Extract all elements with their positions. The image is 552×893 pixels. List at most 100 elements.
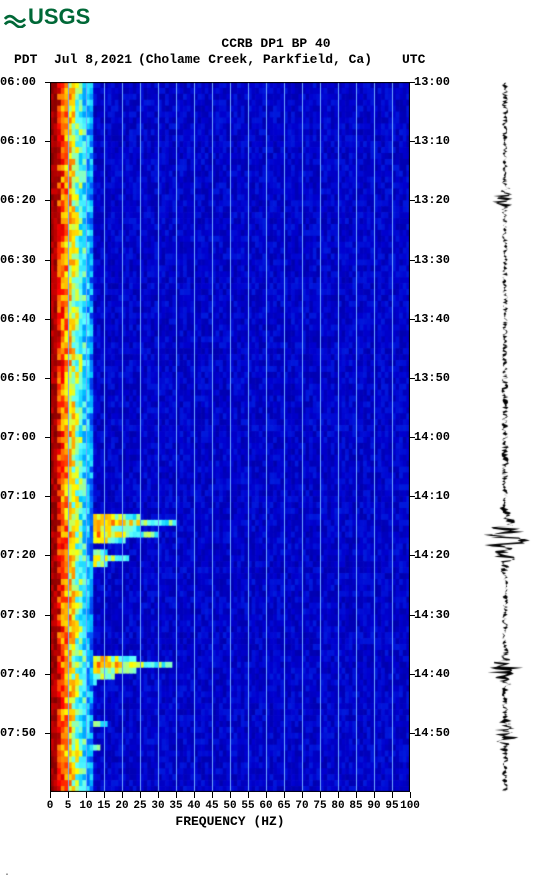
x-tick-mark [266, 792, 267, 798]
y-tick-mark [45, 82, 50, 83]
y-tick-mark [45, 437, 50, 438]
y-left-tick: 06:30 [0, 253, 36, 267]
y-left-tick: 06:00 [0, 75, 36, 89]
y-left-tick: 06:40 [0, 312, 36, 326]
y-tick-mark [410, 82, 415, 83]
y-tick-mark [45, 141, 50, 142]
spectrogram-canvas [50, 82, 410, 792]
x-tick-label: 20 [115, 800, 128, 812]
y-tick-mark [45, 733, 50, 734]
x-tick-label: 25 [133, 800, 146, 812]
logo-text: USGS [28, 4, 90, 30]
x-tick-mark [320, 792, 321, 798]
x-tick-mark [410, 792, 411, 798]
location-label: (Cholame Creek, Parkfield, Ca) [138, 52, 372, 67]
y-left-tick: 06:20 [0, 193, 36, 207]
y-right-tick: 14:00 [414, 430, 450, 444]
y-right-tick: 14:40 [414, 667, 450, 681]
seismic-trace [470, 82, 540, 792]
y-right-tick: 14:10 [414, 489, 450, 503]
y-tick-mark [410, 200, 415, 201]
y-tick-mark [410, 615, 415, 616]
y-right-tick: 14:50 [414, 726, 450, 740]
x-tick-mark [158, 792, 159, 798]
usgs-logo: USGS [4, 4, 90, 30]
y-right-tick: 14:30 [414, 608, 450, 622]
y-tick-mark [410, 319, 415, 320]
x-tick-label: 90 [367, 800, 380, 812]
x-tick-mark [86, 792, 87, 798]
x-tick-mark [302, 792, 303, 798]
y-tick-mark [410, 437, 415, 438]
y-left-tick: 06:50 [0, 371, 36, 385]
y-tick-mark [45, 378, 50, 379]
x-tick-mark [338, 792, 339, 798]
tz-left-label: PDT [14, 52, 37, 67]
y-axis-left: 06:0006:1006:2006:3006:4006:5007:0007:10… [0, 82, 48, 792]
y-tick-mark [45, 319, 50, 320]
x-tick-mark [392, 792, 393, 798]
y-left-tick: 07:20 [0, 548, 36, 562]
x-tick-label: 35 [169, 800, 182, 812]
x-tick-mark [284, 792, 285, 798]
y-right-tick: 14:20 [414, 548, 450, 562]
footer-mark: · [4, 870, 10, 881]
wave-icon [4, 6, 26, 28]
y-left-tick: 07:00 [0, 430, 36, 444]
x-tick-mark [356, 792, 357, 798]
x-tick-label: 70 [295, 800, 308, 812]
x-tick-label: 40 [187, 800, 200, 812]
y-tick-mark [45, 200, 50, 201]
x-tick-label: 55 [241, 800, 254, 812]
y-tick-mark [45, 260, 50, 261]
y-right-tick: 13:10 [414, 134, 450, 148]
y-tick-mark [410, 733, 415, 734]
x-tick-mark [176, 792, 177, 798]
date-label: Jul 8,2021 [54, 52, 132, 67]
x-tick-label: 100 [400, 800, 420, 812]
x-tick-label: 65 [277, 800, 290, 812]
x-tick-label: 80 [331, 800, 344, 812]
x-tick-label: 85 [349, 800, 362, 812]
y-tick-mark [45, 496, 50, 497]
y-tick-mark [45, 674, 50, 675]
x-tick-mark [104, 792, 105, 798]
x-tick-label: 60 [259, 800, 272, 812]
y-left-tick: 07:30 [0, 608, 36, 622]
y-right-tick: 13:20 [414, 193, 450, 207]
x-tick-mark [122, 792, 123, 798]
y-right-tick: 13:40 [414, 312, 450, 326]
y-right-tick: 13:30 [414, 253, 450, 267]
y-tick-mark [410, 674, 415, 675]
x-tick-label: 5 [65, 800, 72, 812]
x-tick-label: 10 [79, 800, 92, 812]
y-axis-right: 13:0013:1013:2013:3013:4013:5014:0014:10… [414, 82, 464, 792]
y-left-tick: 07:10 [0, 489, 36, 503]
y-tick-mark [45, 615, 50, 616]
x-tick-label: 95 [385, 800, 398, 812]
y-tick-mark [410, 378, 415, 379]
x-tick-label: 75 [313, 800, 326, 812]
x-tick-label: 45 [205, 800, 218, 812]
x-tick-mark [194, 792, 195, 798]
x-tick-label: 50 [223, 800, 236, 812]
y-tick-mark [45, 555, 50, 556]
y-left-tick: 06:10 [0, 134, 36, 148]
x-tick-label: 15 [97, 800, 110, 812]
x-tick-mark [230, 792, 231, 798]
x-tick-mark [140, 792, 141, 798]
y-tick-mark [410, 496, 415, 497]
spectrogram-plot [50, 82, 410, 792]
plot-title: CCRB DP1 BP 40 [0, 36, 552, 51]
x-tick-mark [374, 792, 375, 798]
y-right-tick: 13:50 [414, 371, 450, 385]
x-tick-label: 0 [47, 800, 54, 812]
y-left-tick: 07:50 [0, 726, 36, 740]
tz-right-label: UTC [402, 52, 425, 67]
y-tick-mark [410, 260, 415, 261]
y-right-tick: 13:00 [414, 75, 450, 89]
x-tick-mark [50, 792, 51, 798]
x-tick-mark [248, 792, 249, 798]
trace-canvas [470, 82, 540, 792]
y-left-tick: 07:40 [0, 667, 36, 681]
